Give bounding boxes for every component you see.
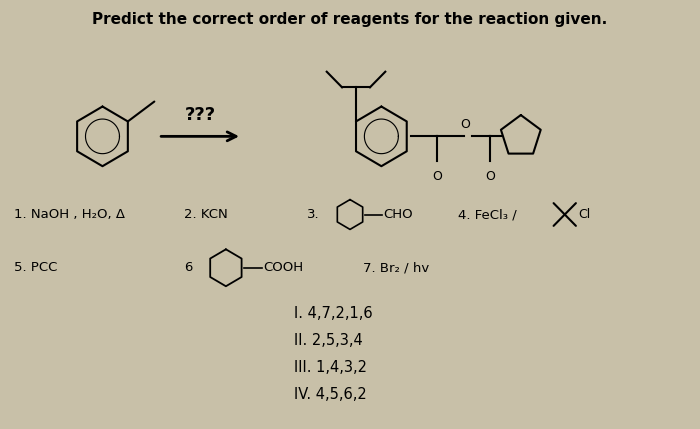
Text: 2. KCN: 2. KCN [184,208,228,221]
Text: CHO: CHO [384,208,413,221]
Text: Predict the correct order of reagents for the reaction given.: Predict the correct order of reagents fo… [92,12,608,27]
Text: COOH: COOH [263,261,304,274]
Text: 3.: 3. [307,208,319,221]
Text: 6: 6 [184,261,192,274]
Text: ???: ??? [185,106,216,124]
Text: III. 1,4,3,2: III. 1,4,3,2 [294,360,368,375]
Text: II. 2,5,3,4: II. 2,5,3,4 [294,333,363,348]
Text: 4. FeCl₃ /: 4. FeCl₃ / [458,208,517,221]
Text: O: O [460,118,470,131]
Text: 5. PCC: 5. PCC [14,261,57,274]
Text: IV. 4,5,6,2: IV. 4,5,6,2 [294,387,367,402]
Text: O: O [432,170,442,183]
Text: 1. NaOH , H₂O, Δ: 1. NaOH , H₂O, Δ [14,208,125,221]
Text: 7. Br₂ / hv: 7. Br₂ / hv [363,261,429,274]
Text: Cl: Cl [578,208,590,221]
Text: I. 4,7,2,1,6: I. 4,7,2,1,6 [294,306,373,321]
Text: O: O [485,170,495,183]
